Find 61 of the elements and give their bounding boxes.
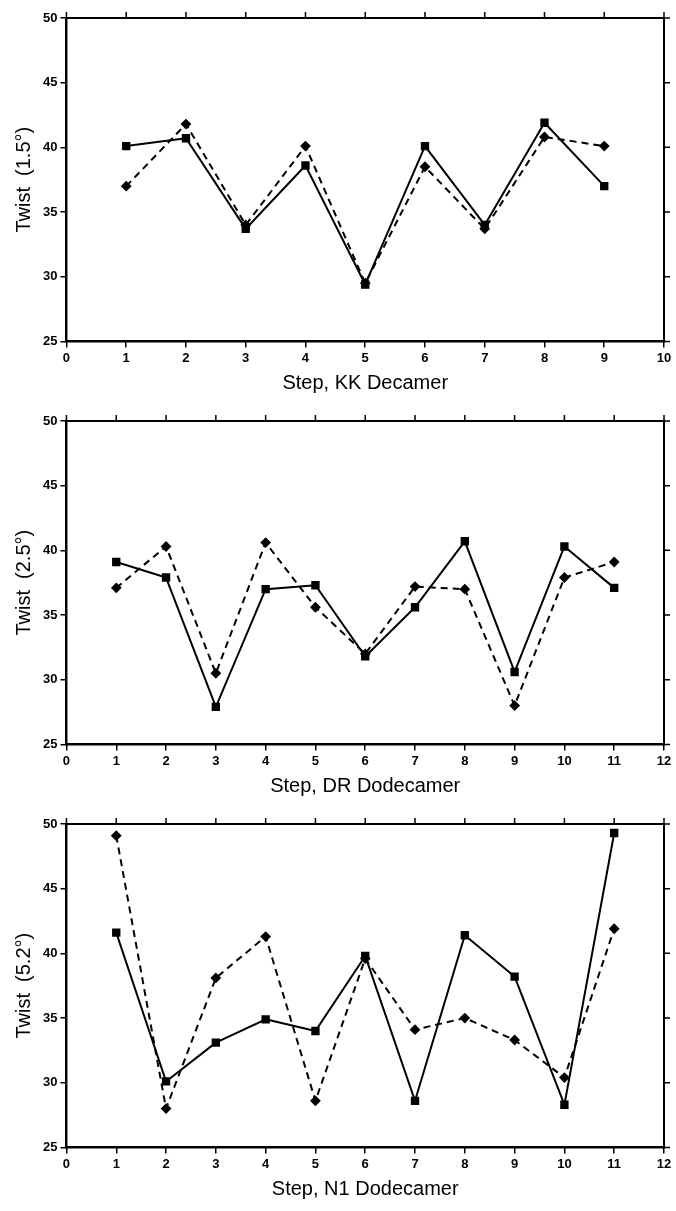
y-axis-title: Twist (5.2°) [11,932,34,1039]
x-tick-label: 4 [301,349,310,365]
x-tick-label: 11 [607,752,622,768]
x-tick-label: 12 [656,1155,672,1171]
y-tick-label: 40 [42,541,58,557]
y-tick-label: 50 [42,815,58,831]
x-tick-label: 9 [511,1155,519,1171]
x-tick-label: 1 [112,752,120,768]
x-tick-label: 2 [162,752,170,768]
x-tick-label: 1 [122,349,130,365]
x-tick-label: 3 [242,349,250,365]
x-tick-label: 11 [607,1155,622,1171]
x-tick-label: 10 [557,752,572,768]
x-tick-label: 10 [656,349,672,365]
x-tick-label: 6 [361,752,369,768]
x-axis-title: Step, KK Decamer [282,370,449,393]
x-tick-label: 0 [62,349,71,365]
x-tick-label: 0 [62,1155,71,1171]
x-tick-label: 6 [421,349,429,365]
x-tick-label: 7 [411,752,419,768]
x-tick-label: 4 [262,1155,271,1171]
x-tick-label: 5 [361,349,369,365]
x-tick-label: 2 [182,349,190,365]
x-tick-label: 5 [311,752,320,768]
y-tick-label: 50 [42,412,58,428]
y-tick-label: 50 [42,9,58,25]
x-tick-label: 6 [361,1155,369,1171]
x-tick-label: 3 [212,752,220,768]
x-tick-label: 3 [212,1155,220,1171]
x-axis-title: Step, DR Dodecamer [270,773,461,796]
y-axis-title: Twist (1.5°) [11,126,34,233]
y-tick-label: 35 [42,203,58,219]
x-tick-label: 12 [656,752,672,768]
x-tick-label: 1 [112,1155,120,1171]
y-tick-label: 45 [42,74,58,90]
x-tick-label: 8 [461,752,469,768]
x-tick-label: 5 [311,1155,320,1171]
y-tick-label: 35 [42,1009,58,1025]
x-tick-label: 9 [600,349,608,365]
y-tick-label: 30 [42,671,58,687]
y-tick-label: 35 [42,606,58,622]
y-tick-label: 45 [42,880,58,896]
x-tick-label: 0 [62,752,71,768]
y-tick-label: 25 [42,1138,58,1154]
y-tick-label: 40 [42,944,58,960]
y-tick-label: 30 [42,1074,58,1090]
y-tick-label: 45 [42,477,58,493]
x-tick-label: 10 [557,1155,572,1171]
y-tick-label: 40 [42,138,58,154]
x-tick-label: 2 [162,1155,170,1171]
x-tick-label: 8 [540,349,549,365]
y-tick-label: 30 [42,268,58,284]
y-tick-label: 25 [42,735,58,751]
x-axis-title: Step, N1 Dodecamer [271,1176,459,1199]
x-tick-label: 9 [511,752,519,768]
y-axis-title: Twist (2.5°) [11,529,34,636]
y-tick-label: 25 [42,332,58,348]
x-tick-label: 8 [461,1155,469,1171]
x-tick-label: 4 [262,752,271,768]
x-tick-label: 7 [411,1155,419,1171]
x-tick-label: 7 [481,349,489,365]
